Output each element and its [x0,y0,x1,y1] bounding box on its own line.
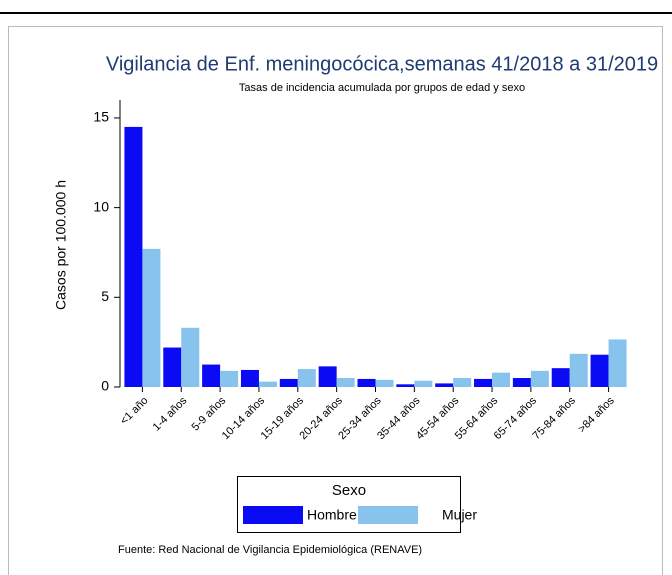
bar [142,248,161,387]
bar [453,378,472,387]
chart-frame [8,26,663,575]
x-tick-label: 5-9 años [190,394,229,433]
y-tick-label: 5 [101,288,109,304]
bar [435,383,454,387]
y-tick-label: 10 [93,198,109,214]
bar [608,339,627,387]
legend-label: Mujer [442,507,477,523]
y-axis-label: Casos por 100.000 h [53,180,69,310]
bar [220,370,239,387]
bar [124,126,143,387]
bar [590,354,609,387]
bar [163,347,182,387]
bar [202,364,221,387]
bar [492,372,511,387]
legend-label: Hombre [307,507,357,523]
bar [474,378,493,387]
legend-swatch [243,506,303,524]
x-tick-label: >84 años [576,394,617,435]
bar [240,369,259,387]
bar [414,380,433,387]
legend-box [237,476,461,533]
bar [357,378,376,387]
bar [318,366,337,387]
bar [258,381,277,387]
bar [336,378,355,387]
bar [375,379,394,387]
x-tick-label: <1 año [118,395,150,427]
x-tick-label: 1-4 años [151,394,190,433]
bar [512,378,531,387]
bar [396,384,415,387]
y-tick-label: 0 [101,378,109,394]
bar [530,370,549,387]
bar [279,378,298,387]
bar [569,353,588,387]
chart-subtitle: Tasas de incidencia acumulada por grupos… [239,82,525,94]
legend-title: Sexo [332,482,366,499]
source-note: Fuente: Red Nacional de Vigilancia Epide… [118,544,422,556]
bar [181,327,200,387]
bar [297,369,316,387]
chart-title: Vigilancia de Enf. meningocócica,semanas… [106,53,658,75]
y-tick-label: 15 [93,109,109,125]
legend-swatch [358,506,418,524]
bar [551,368,570,387]
x-tick-label: 75-84 años [530,394,578,442]
